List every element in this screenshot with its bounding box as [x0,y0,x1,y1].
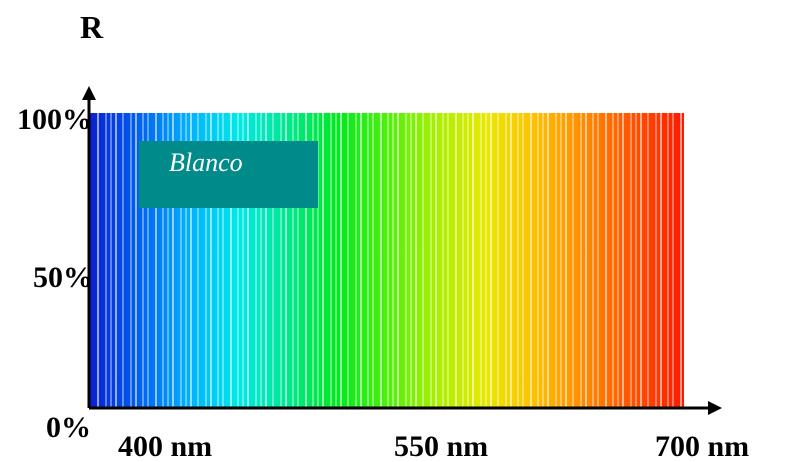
y-tick-label-50: 50% [33,261,93,294]
x-tick-label-550: 550 nm [394,430,488,462]
y-tick-label-0: 0% [46,411,91,444]
x-tick-label-400: 400 nm [118,430,212,462]
x-tick-label-700: 700 nm [655,430,749,462]
legend-swatch [139,141,318,208]
y-axis-title: R [80,9,104,45]
y-tick-label-100: 100% [17,103,92,136]
legend-label: Blanco [169,148,243,177]
x-axis-arrowhead [708,401,722,415]
y-axis-arrowhead [82,86,96,100]
legend: Blanco [139,141,318,208]
